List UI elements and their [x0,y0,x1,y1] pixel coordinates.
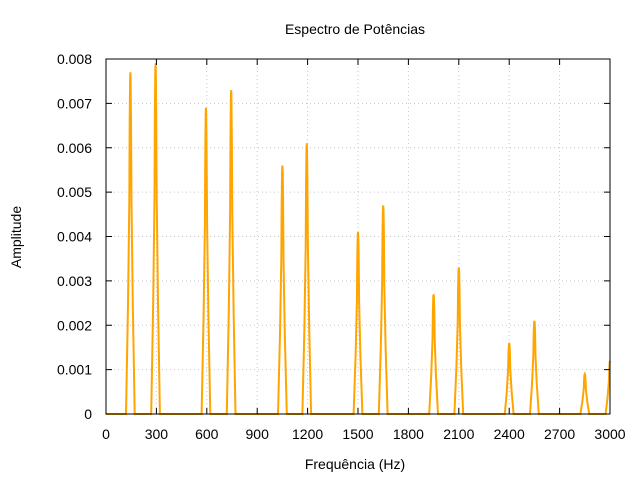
x-tick-label: 900 [246,426,270,442]
y-tick-label: 0.005 [57,184,92,200]
x-tick-label: 2400 [494,426,525,442]
spectrum-line [106,63,611,415]
y-tick-label: 0.001 [57,362,92,378]
x-tick-label: 300 [145,426,169,442]
y-tick-label: 0.008 [57,51,92,67]
x-tick-label: 1500 [342,426,373,442]
x-tick-label: 3000 [594,426,625,442]
y-tick-label: 0.003 [57,273,92,289]
x-tick-label: 1800 [393,426,424,442]
spectrum-series [106,63,611,415]
x-tick-label: 2700 [544,426,575,442]
axis-ticks: 0 300 600 900 1200 1500 1800 2100 2400 2700 3000 0 0… [57,51,626,442]
y-axis-label: Amplitude [8,206,24,268]
y-tick-label: 0.007 [57,95,92,111]
x-tick-label: 0 [102,426,110,442]
y-tick-label: 0 [84,406,92,422]
x-tick-label: 600 [195,426,219,442]
y-tick-label: 0.006 [57,140,92,156]
x-tick-label: 1200 [292,426,323,442]
y-tick-label: 0.004 [57,229,92,245]
y-tick-label: 0.002 [57,317,92,333]
x-axis-label: Frequência (Hz) [305,456,405,472]
chart-title: Espectro de Potências [285,21,425,37]
x-tick-label: 2100 [443,426,474,442]
